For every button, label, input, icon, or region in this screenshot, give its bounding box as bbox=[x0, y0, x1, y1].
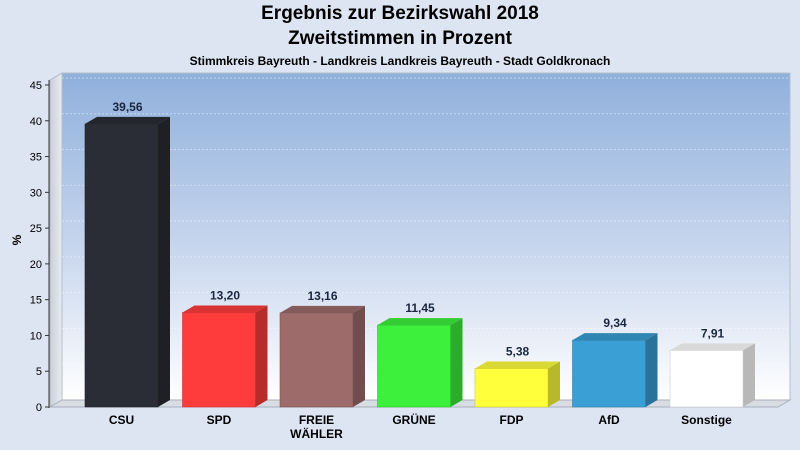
y-tick-label: 30 bbox=[30, 187, 42, 199]
bar-afd bbox=[572, 333, 658, 408]
category-label: FDP bbox=[500, 413, 524, 427]
chart-subtitle: Zweitstimmen in Prozent bbox=[288, 28, 512, 49]
value-label: 9,34 bbox=[603, 316, 627, 330]
chart-caption: Stimmkreis Bayreuth - Landkreis Landkrei… bbox=[189, 54, 611, 68]
chart-title: Ergebnis zur Bezirkswahl 2018 bbox=[261, 3, 539, 24]
bar-spd bbox=[182, 305, 268, 408]
category-label: SPD bbox=[207, 413, 232, 427]
y-tick-label: 25 bbox=[30, 223, 42, 235]
y-tick-label: 20 bbox=[30, 259, 42, 271]
bar-freie-wähler bbox=[279, 305, 365, 408]
value-label: 39,56 bbox=[112, 100, 142, 114]
y-tick-label: 5 bbox=[36, 366, 42, 378]
category-label: GRÜNE bbox=[392, 412, 435, 427]
value-label: 5,38 bbox=[506, 345, 530, 359]
bar-fdp bbox=[474, 361, 560, 408]
y-axis-label: % bbox=[10, 234, 24, 245]
category-label: CSU bbox=[109, 413, 134, 427]
y-tick-label: 15 bbox=[30, 295, 42, 307]
y-tick-label: 0 bbox=[36, 402, 42, 414]
value-label: 13,16 bbox=[307, 289, 337, 303]
y-tick-label: 40 bbox=[30, 116, 42, 128]
bar-grüne bbox=[377, 318, 463, 408]
category-label: FREIE WÄHLER bbox=[290, 413, 343, 441]
category-label: Sonstige bbox=[681, 413, 732, 427]
y-tick-label: 35 bbox=[30, 152, 42, 164]
bar-sonstige bbox=[669, 343, 755, 408]
value-label: 7,91 bbox=[701, 326, 725, 340]
category-label: AfD bbox=[598, 413, 620, 427]
bar-csu bbox=[84, 116, 170, 408]
y-tick-label: 10 bbox=[30, 330, 42, 342]
y-tick-label: 45 bbox=[30, 80, 42, 92]
value-label: 13,20 bbox=[210, 289, 240, 303]
value-label: 11,45 bbox=[405, 301, 435, 315]
